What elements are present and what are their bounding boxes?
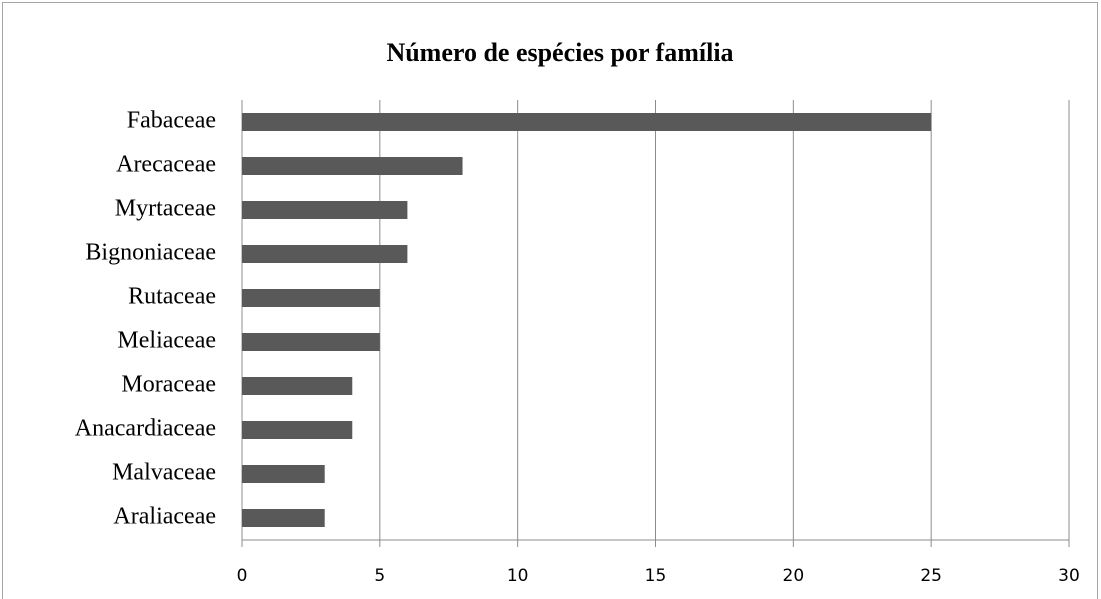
y-tick-label: Araliaceae [113,504,216,530]
bar [242,465,325,483]
y-tick-label: Moraceae [121,372,216,398]
bar [242,113,932,131]
bar [242,157,463,175]
x-tick-label: 5 [374,566,385,586]
bar [242,377,353,395]
bar [242,201,408,219]
x-tick-label: 25 [920,566,942,586]
x-tick-label: 30 [1058,566,1080,586]
x-tick-label: 20 [783,566,805,586]
y-tick-label: Meliaceae [117,328,216,354]
y-tick-label: Arecaceae [116,152,216,178]
y-tick-label: Bignoniaceae [85,240,216,266]
y-tick-label: Fabaceae [127,108,216,134]
bar [242,333,380,351]
x-tick-label: 10 [507,566,529,586]
x-tick-label: 0 [237,566,248,586]
bar [242,289,380,307]
y-tick-label: Anacardiaceae [75,416,216,442]
y-tick-label: Rutaceae [128,284,216,310]
bar [242,421,353,439]
chart-title: Número de espécies por família [386,38,733,67]
bar [242,509,325,527]
y-tick-label: Myrtaceae [115,196,216,222]
x-tick-label: 15 [645,566,667,586]
bar [242,245,408,263]
y-tick-label: Malvaceae [112,460,216,486]
